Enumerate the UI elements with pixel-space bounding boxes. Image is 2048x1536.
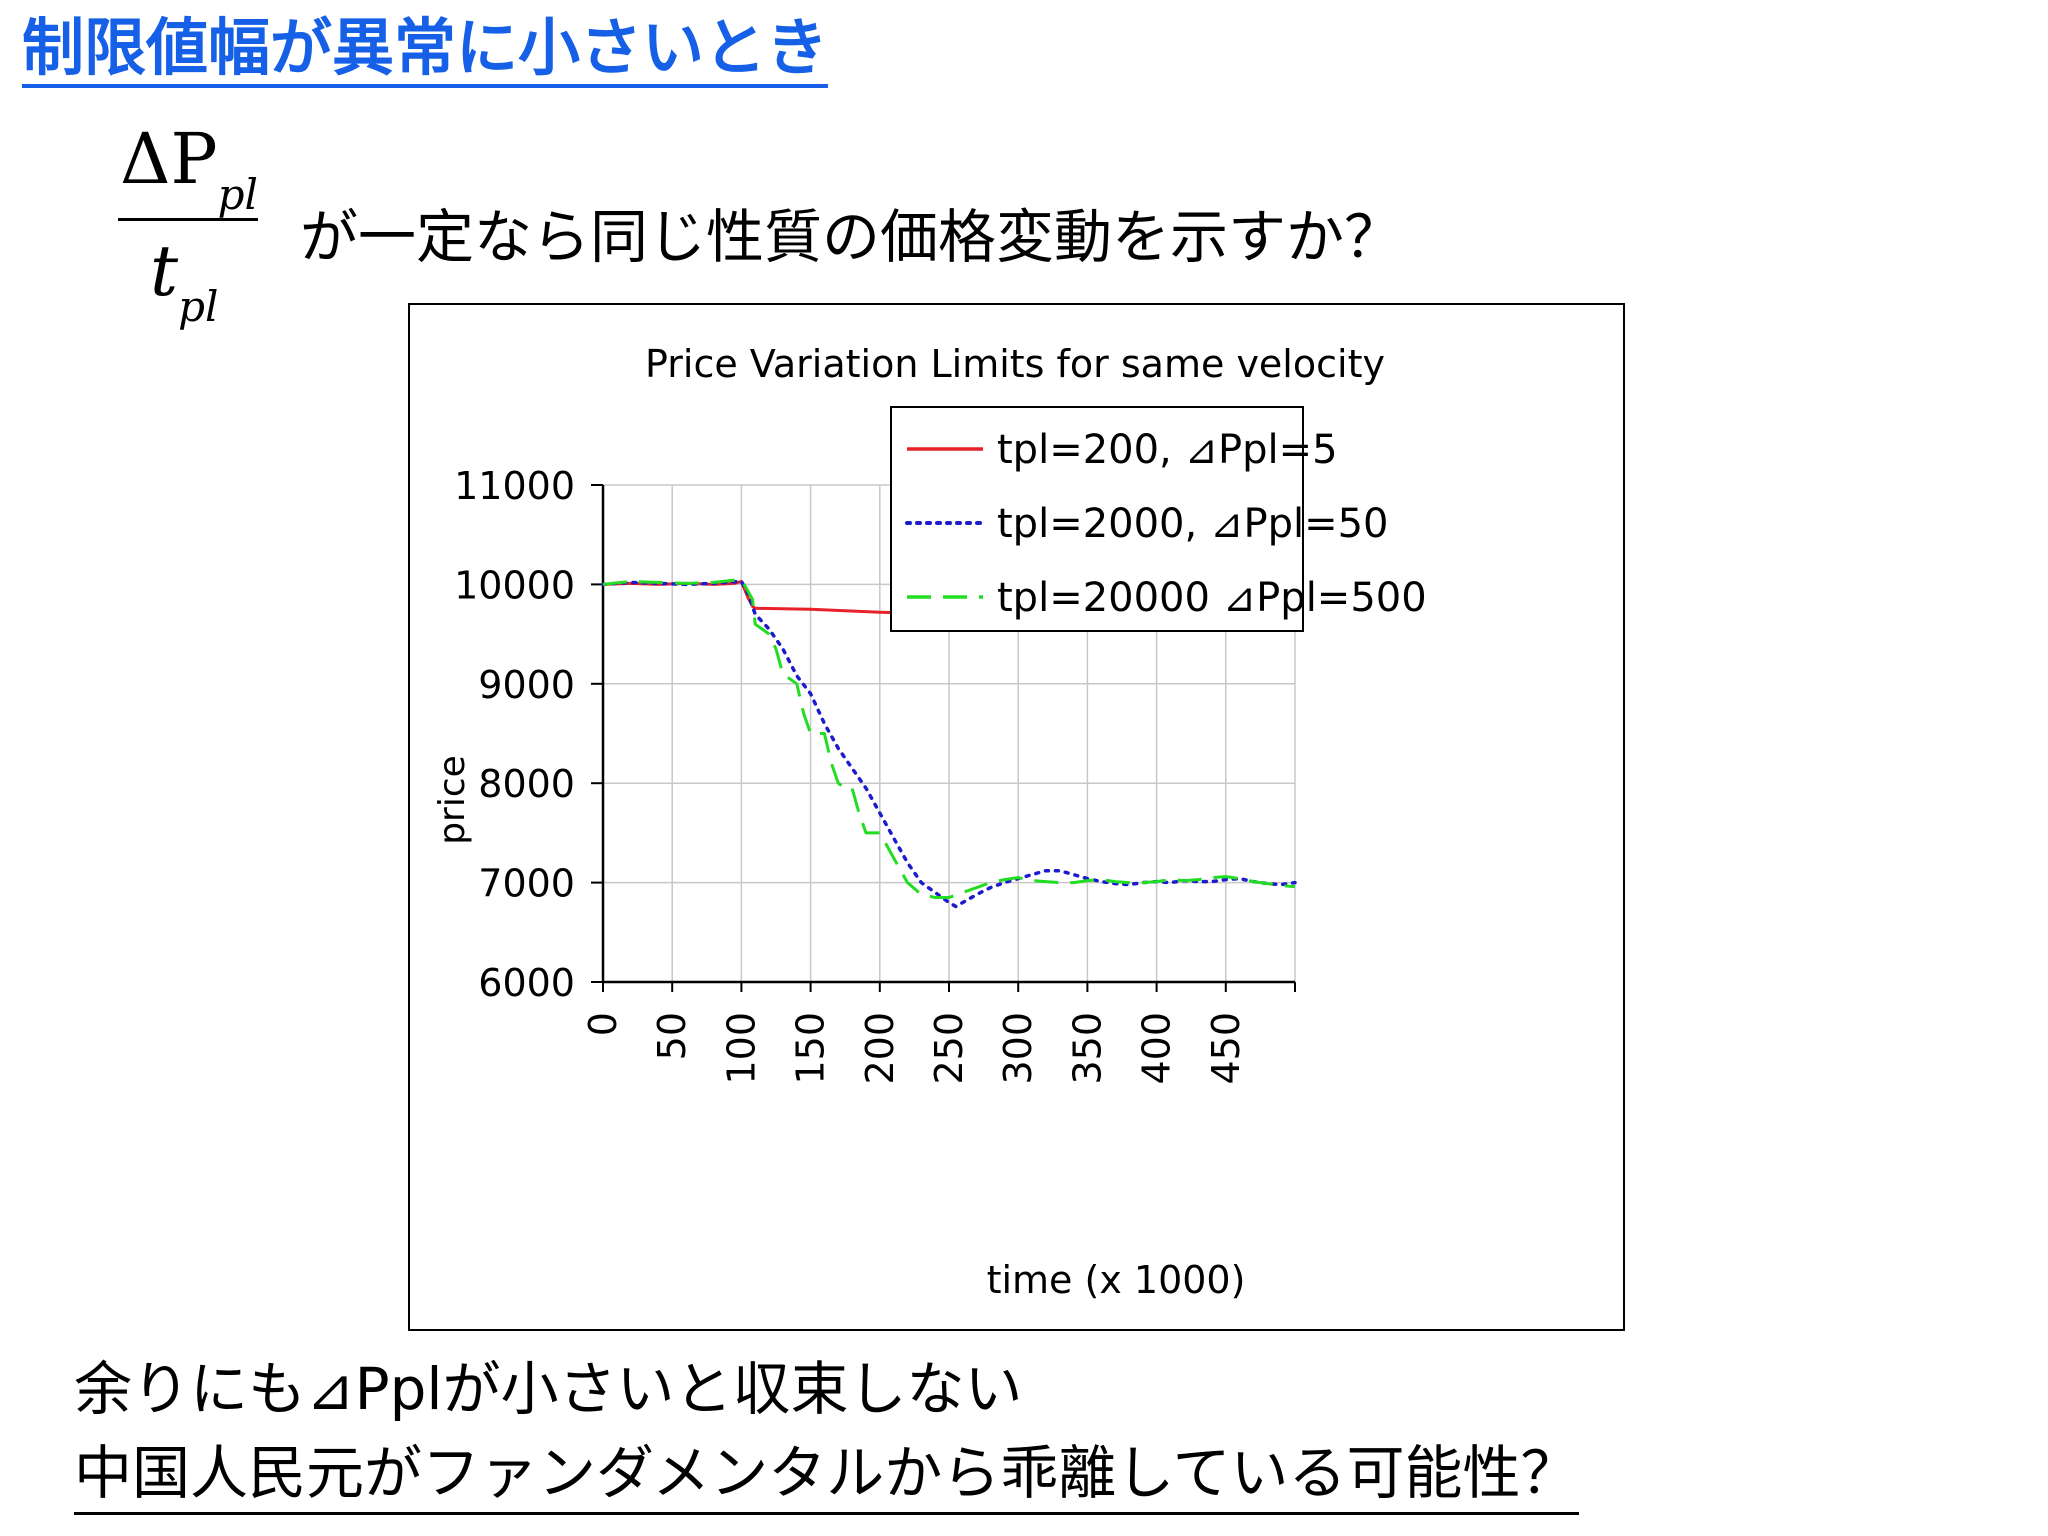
legend: tpl=200, ⊿Ppl=5 tpl=2000, ⊿Ppl=50 tpl=2000… [890,406,1427,632]
price-chart: Price Variation Limits for same velocity… [432,342,1427,1302]
x-tick-label: 0 [581,1012,625,1036]
y-tick-label: 7000 [478,862,575,906]
legend-label-1: tpl=200, ⊿Ppl=5 [997,427,1338,473]
x-tick-label: 100 [719,1012,763,1085]
legend-label-2: tpl=2000, ⊿Ppl=50 [997,501,1388,547]
footer-note-convergence: 余りにも⊿Pplが小さいと収束しない [74,1355,1023,1423]
footer-note-yuan: 中国人民元がファンダメンタルから乖離している可能性？ [74,1426,1579,1515]
chart-frame: Price Variation Limits for same velocity… [408,303,1625,1331]
slide-title: 制限値幅が異常に小さいとき [22,13,829,89]
x-tick-label: 250 [927,1012,971,1085]
formula-denominator: tpl [150,230,218,331]
formula-numerator: ΔPpl [120,118,258,219]
legend-label-3: tpl=20000 ⊿Ppl=500 [997,575,1427,621]
x-tick-label: 350 [1065,1012,1109,1085]
x-tick-label: 50 [650,1012,694,1060]
x-tick-label: 450 [1204,1012,1248,1085]
y-tick-label: 11000 [454,464,575,508]
x-tick-label: 200 [858,1012,902,1085]
y-axis-label: price [432,755,473,845]
y-tick-label: 9000 [478,663,575,707]
y-tick-label: 8000 [478,762,575,806]
series-line-3 [602,577,1296,899]
y-tick-label: 6000 [478,961,575,1005]
formula-denominator-symbol: t [150,230,179,312]
y-tick-label: 10000 [454,563,575,607]
formula-denominator-subscript: pl [178,282,219,331]
chart-title: Price Variation Limits for same velocity [645,342,1385,386]
legend-box [890,406,1304,632]
x-tick-label: 150 [789,1012,833,1085]
x-tick-label: 400 [1135,1012,1179,1085]
x-axis-label: time (x 1000) [987,1258,1246,1302]
formula-numerator-symbol: ΔP [120,118,218,200]
velocity-formula: ΔPpl tpl [112,118,262,333]
formula-numerator-subscript: pl [217,170,258,219]
x-tick-label: 300 [996,1012,1040,1085]
formula-fraction-bar [118,218,258,221]
question-text: が一定なら同じ性質の価格変動を示すか？ [300,203,1403,271]
